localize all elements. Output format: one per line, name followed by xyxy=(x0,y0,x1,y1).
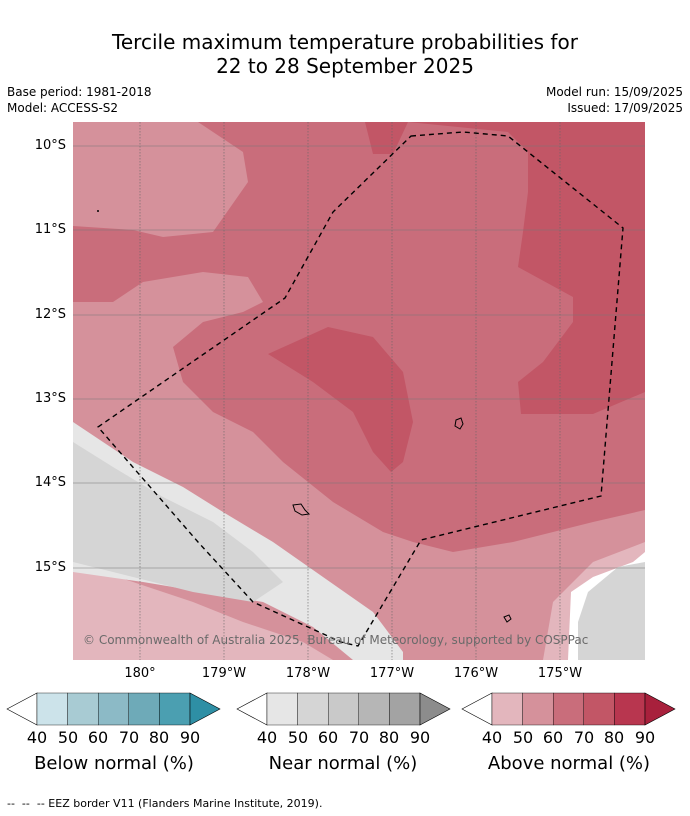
lon-label: 176°W xyxy=(453,666,499,681)
title-line-1: Tercile maximum temperature probabilitie… xyxy=(112,30,578,54)
colorbar-under-arrow xyxy=(461,692,493,726)
lat-label: 15°S xyxy=(34,560,66,575)
probability-map xyxy=(73,122,645,660)
graticule xyxy=(139,122,561,660)
lat-label: 14°S xyxy=(34,475,66,490)
colorbar-above-swatches xyxy=(461,692,676,726)
colorbar-swatch xyxy=(159,692,191,726)
lat-label: 13°S xyxy=(34,391,66,406)
tick-label: 40 xyxy=(256,728,278,747)
region-above-40-sw xyxy=(73,562,333,660)
colorbar-swatch xyxy=(389,692,421,726)
region-above-70-e xyxy=(408,122,645,414)
tick-label: 40 xyxy=(26,728,48,747)
tick-label: 40 xyxy=(481,728,503,747)
colorbar-over-arrow xyxy=(189,692,221,726)
tick-label: 50 xyxy=(57,728,79,747)
meta-left: Base period: 1981-2018 Model: ACCESS-S2 xyxy=(7,84,152,116)
colorbar-swatch xyxy=(297,692,329,726)
colorbar-swatch xyxy=(97,692,129,726)
lon-label: 179°W xyxy=(201,666,247,681)
lon-label: 180° xyxy=(124,666,156,681)
region-above-50-nw xyxy=(73,122,248,237)
colorbar-over-arrow xyxy=(644,692,676,726)
model-run: Model run: 15/09/2025 xyxy=(545,85,683,99)
tick-label: 90 xyxy=(409,728,431,747)
title-line-2: 22 to 28 September 2025 xyxy=(216,54,474,78)
colorbar-under-arrow xyxy=(6,692,38,726)
lon-label: 175°W xyxy=(537,666,583,681)
colorbar-swatch xyxy=(128,692,160,726)
region-near-50-se xyxy=(578,562,645,660)
island-3 xyxy=(503,614,512,623)
colorbar-swatch xyxy=(614,692,646,726)
tick-label: 70 xyxy=(118,728,140,747)
eez-legend-footer: -- -- -- EEZ border V11 (Flanders Marine… xyxy=(7,797,323,810)
colorbar-above-label: Above normal (%) xyxy=(487,753,651,774)
tick-label: 60 xyxy=(87,728,109,747)
region-near-50-sw xyxy=(73,442,283,602)
lat-label: 11°S xyxy=(34,222,66,237)
colorbar-swatch xyxy=(583,692,615,726)
tick-label: 80 xyxy=(603,728,625,747)
tick-label: 90 xyxy=(634,728,656,747)
model-name: Model: ACCESS-S2 xyxy=(7,101,119,115)
colorbar-swatch xyxy=(522,692,554,726)
tick-label: 70 xyxy=(348,728,370,747)
colorbar-swatch xyxy=(36,692,68,726)
colorbar-swatch xyxy=(327,692,359,726)
eez-border xyxy=(96,131,624,647)
colorbar-swatch xyxy=(67,692,99,726)
tick-label: 80 xyxy=(148,728,170,747)
lat-label: 10°S xyxy=(34,138,66,153)
map-canvas xyxy=(73,122,645,660)
colorbar-over-arrow xyxy=(419,692,451,726)
colorbar-below-swatches xyxy=(6,692,221,726)
colorbar-under-arrow xyxy=(236,692,268,726)
region-above-70-c xyxy=(268,327,413,472)
lon-label: 178°W xyxy=(285,666,331,681)
tick-label: 70 xyxy=(573,728,595,747)
tick-label: 80 xyxy=(378,728,400,747)
tick-label: 60 xyxy=(542,728,564,747)
issued-date: Issued: 17/09/2025 xyxy=(567,101,683,115)
tick-label: 50 xyxy=(512,728,534,747)
colorbar-below-label: Below normal (%) xyxy=(34,753,194,774)
copyright-notice: © Commonwealth of Australia 2025, Bureau… xyxy=(83,633,589,647)
colorbar-swatch xyxy=(552,692,584,726)
colorbar-below xyxy=(6,692,221,726)
meta-right: Model run: 15/09/2025 Issued: 17/09/2025 xyxy=(546,84,683,116)
base-period: Base period: 1981-2018 xyxy=(7,85,152,99)
colorbar-near-label: Near normal (%) xyxy=(268,753,418,774)
island-4 xyxy=(97,210,99,212)
island-2 xyxy=(292,503,311,516)
tick-label: 90 xyxy=(179,728,201,747)
lat-label: 12°S xyxy=(34,307,66,322)
colorbar-swatch xyxy=(491,692,523,726)
colorbar-swatch xyxy=(358,692,390,726)
tick-label: 50 xyxy=(287,728,309,747)
colorbar-near xyxy=(236,692,451,726)
lon-label: 177°W xyxy=(369,666,415,681)
colorbar-near-swatches xyxy=(236,692,451,726)
map-title: Tercile maximum temperature probabilitie… xyxy=(0,30,690,78)
island-1 xyxy=(454,417,464,430)
colorbar-swatch xyxy=(266,692,298,726)
tick-label: 60 xyxy=(317,728,339,747)
latitude-lines xyxy=(73,145,645,569)
colorbar-above xyxy=(461,692,676,726)
